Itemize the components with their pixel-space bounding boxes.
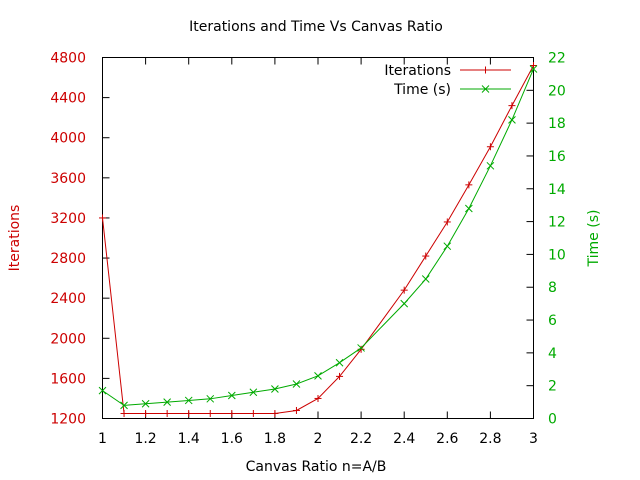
data-point-time: [529, 65, 538, 73]
legend-marker-iterations: [482, 66, 489, 74]
left-tick-label: 1600: [50, 371, 86, 387]
data-point-time: [271, 385, 279, 393]
left-tick-label: 2800: [50, 251, 86, 267]
left-axis-ticks: 1200 1600 2000 2400 2800 3200 3600 4000 4400 4800: [50, 51, 110, 428]
x-axis-ticks: 1 1.2 1.4 1.6 1.8 2 2.2 2.4 2.6 2.8 3: [98, 57, 538, 447]
left-tick-label: 3600: [50, 171, 86, 187]
left-tick-label: 1200: [50, 412, 86, 428]
data-point-iterations: [163, 409, 171, 417]
series-layer: [98, 62, 538, 417]
x-tick-label: 2.8: [479, 431, 501, 447]
right-tick-label: 2: [548, 379, 557, 395]
data-point-time: [508, 116, 516, 124]
data-point-time: [464, 204, 473, 213]
x-tick-label: 1.4: [178, 431, 200, 447]
data-point-iterations: [400, 286, 408, 294]
left-axis-label: Iterations: [7, 205, 23, 272]
x-tick-label: 3: [529, 431, 538, 447]
right-axis-label: Time (s): [586, 210, 602, 268]
legend-marker-time: [481, 85, 490, 93]
right-axis-ticks: 0 2 4 6 8 10 12 14 16 18 20 22: [526, 51, 566, 428]
data-point-iterations: [508, 102, 516, 110]
x-tick-label: 1.6: [221, 431, 243, 447]
data-point-time: [292, 380, 301, 388]
legend-label-time: Time (s): [393, 82, 451, 98]
data-point-iterations: [422, 252, 430, 260]
data-point-time: [141, 399, 150, 408]
left-tick-label: 4800: [50, 51, 86, 67]
right-tick-label: 4: [548, 346, 557, 362]
data-point-iterations: [336, 372, 344, 380]
x-tick-label: 2.6: [436, 431, 458, 447]
data-point-iterations: [271, 409, 279, 417]
right-tick-label: 10: [548, 247, 566, 263]
data-point-iterations: [249, 409, 257, 417]
data-point-time: [421, 275, 430, 283]
data-point-time: [314, 371, 322, 380]
data-point-iterations: [99, 214, 106, 222]
data-point-time: [184, 396, 193, 405]
left-tick-label: 4000: [50, 131, 86, 147]
left-tick-label: 4400: [50, 91, 86, 107]
right-tick-label: 8: [548, 280, 557, 296]
data-point-iterations: [530, 62, 537, 70]
data-point-iterations: [314, 394, 322, 402]
x-tick-label: 1.8: [264, 431, 286, 447]
data-point-iterations: [228, 409, 236, 417]
right-tick-label: 0: [548, 412, 557, 428]
data-point-iterations: [292, 406, 300, 414]
plot-frame: [102, 57, 534, 419]
data-point-iterations: [443, 218, 451, 226]
right-tick-label: 12: [548, 215, 566, 231]
x-axis-label: Canvas Ratio n=A/B: [246, 459, 387, 475]
data-point-iterations: [185, 409, 193, 417]
x-tick-label: 1: [98, 431, 107, 447]
data-point-time: [227, 391, 236, 400]
series-line-iterations: [102, 65, 534, 414]
data-point-time: [443, 242, 452, 251]
x-tick-label: 2.2: [350, 431, 372, 447]
x-tick-label: 2.4: [393, 431, 415, 447]
data-point-time: [335, 358, 344, 367]
legend: Iterations Time (s): [384, 63, 511, 98]
chart-title: Iterations and Time Vs Canvas Ratio: [189, 19, 443, 35]
data-point-time: [120, 401, 128, 410]
data-point-time: [486, 161, 495, 170]
data-point-time: [98, 386, 107, 395]
left-tick-label: 2400: [50, 291, 86, 307]
data-point-time: [400, 299, 409, 308]
data-point-iterations: [142, 409, 150, 417]
right-tick-label: 6: [548, 313, 557, 329]
data-point-iterations: [486, 143, 494, 151]
right-tick-label: 18: [548, 116, 566, 132]
data-point-time: [206, 394, 215, 403]
left-tick-label: 2000: [50, 331, 86, 347]
right-tick-label: 20: [548, 83, 566, 99]
series-line-time: [102, 68, 534, 406]
right-tick-label: 14: [548, 182, 566, 198]
right-tick-label: 22: [548, 51, 566, 67]
x-tick-label: 2: [314, 431, 323, 447]
right-tick-label: 16: [548, 149, 566, 165]
data-point-iterations: [206, 409, 214, 417]
x-tick-label: 1.2: [134, 431, 156, 447]
legend-label-iterations: Iterations: [384, 63, 451, 79]
data-point-time: [163, 398, 172, 406]
left-tick-label: 3200: [50, 211, 86, 227]
data-point-iterations: [120, 409, 128, 417]
data-point-iterations: [465, 181, 473, 189]
data-point-time: [249, 388, 258, 397]
data-point-time: [357, 344, 365, 352]
